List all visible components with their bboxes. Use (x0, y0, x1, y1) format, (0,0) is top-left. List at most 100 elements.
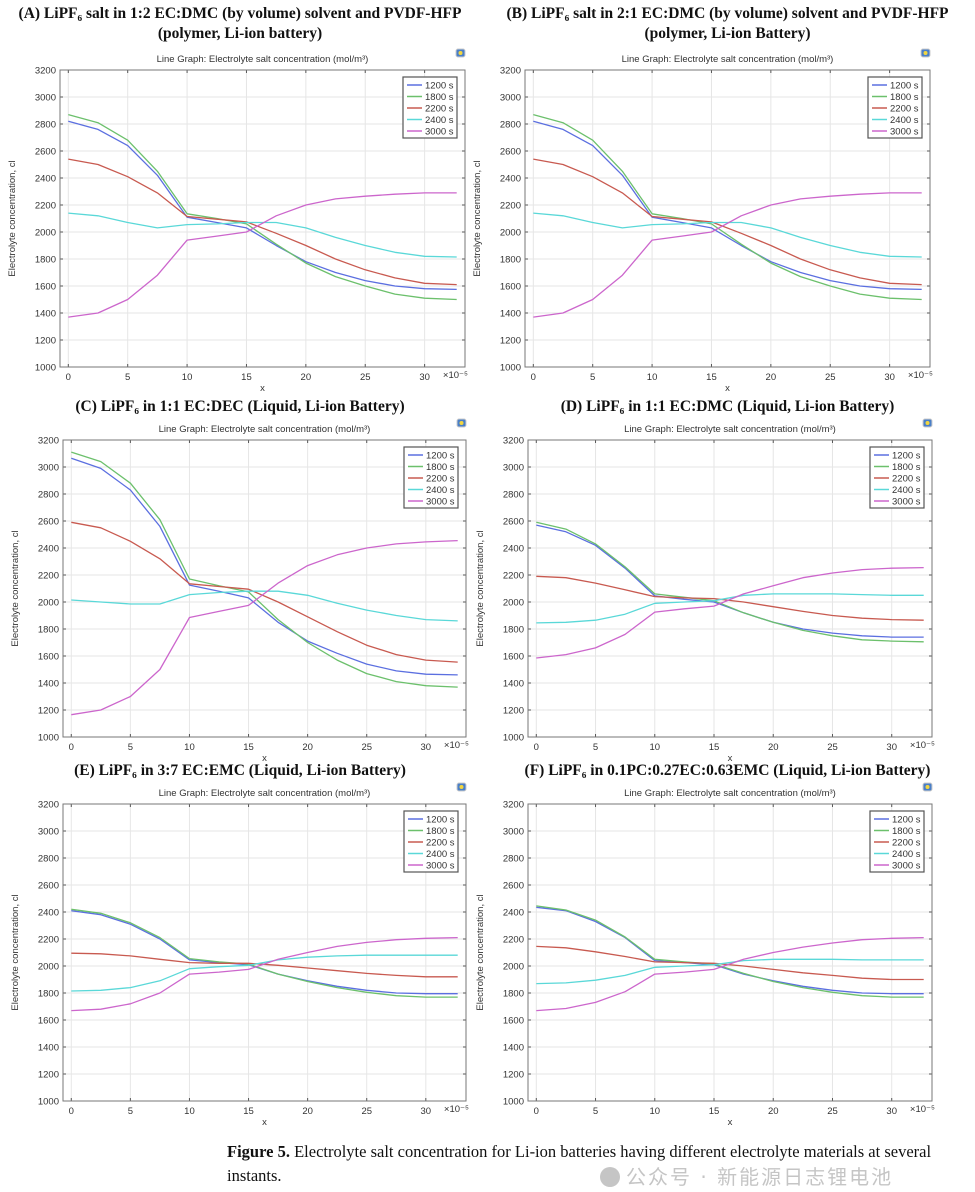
legend-entry: 1800 s (426, 826, 455, 837)
y-tick-label: 2200 (38, 571, 59, 582)
x-axis-label: x (260, 383, 265, 394)
y-axis-label: Electrolyte concentration, cl (10, 530, 21, 646)
legend-entry: 1200 s (892, 451, 921, 462)
y-tick-label: 1200 (35, 336, 56, 347)
y-tick-label: 1600 (38, 652, 59, 663)
y-tick-label: 2000 (503, 962, 524, 973)
y-tick-label: 2600 (35, 147, 56, 158)
y-tick-label: 2400 (503, 908, 524, 919)
series-line-1200s (536, 906, 924, 995)
y-tick-label: 2400 (38, 908, 59, 919)
series-line-1800s (536, 905, 924, 998)
x-tick-label: 15 (243, 742, 254, 753)
figure-caption: Figure 5. Electrolyte salt concentration… (227, 1140, 975, 1188)
x-tick-label: 5 (125, 372, 130, 383)
legend-entry: 3000 s (426, 497, 455, 508)
series-line-1800s (71, 451, 458, 688)
series-line-2400s (536, 593, 924, 624)
y-tick-label: 2200 (38, 935, 59, 946)
y-tick-label: 1600 (503, 652, 524, 663)
export-icon-dot (459, 421, 464, 425)
legend-entry: 2200 s (892, 474, 921, 485)
x-axis-label: x (728, 1117, 733, 1128)
y-tick-label: 2400 (35, 174, 56, 185)
y-tick-label: 2000 (35, 228, 56, 239)
series-line-2200s (71, 521, 458, 663)
x-tick-label: 5 (593, 1106, 598, 1117)
plot-frame (59, 69, 466, 368)
series-line-1800s (68, 113, 457, 301)
line-chart: 1000 1200 1400 1600 1800 2000 2200 2400 2600 2800… (10, 418, 469, 764)
y-tick-label: 1400 (38, 679, 59, 690)
x-tick-label: 10 (184, 742, 195, 753)
series-line-3000s (68, 192, 457, 318)
x-tick-label: 5 (128, 742, 133, 753)
wechat-icon (600, 1167, 620, 1187)
y-tick-label: 2600 (500, 147, 521, 158)
line-chart: 1000 1200 1400 1600 1800 2000 2200 2400 2600 2800… (475, 782, 935, 1128)
y-axis-label: Electrolyte concentration, cl (10, 894, 21, 1010)
y-tick-label: 2000 (38, 598, 59, 609)
y-tick-label: 2800 (500, 120, 521, 131)
y-tick-label: 1400 (503, 1043, 524, 1054)
x-tick-label: 20 (302, 1106, 313, 1117)
export-icon-dot (925, 785, 930, 789)
export-icon-dot (923, 51, 928, 55)
x-axis-label: x (262, 753, 267, 764)
y-tick-label: 1400 (35, 309, 56, 320)
y-tick-label: 3000 (503, 463, 524, 474)
x-tick-label: 10 (184, 1106, 195, 1117)
x-tick-label: 0 (69, 742, 74, 753)
y-tick-label: 1200 (503, 1070, 524, 1081)
series-line-2200s (533, 158, 922, 286)
y-tick-label: 2200 (500, 201, 521, 212)
legend-entry: 2400 s (890, 115, 919, 126)
y-tick-label: 2000 (38, 962, 59, 973)
x-tick-label: 0 (531, 372, 536, 383)
plot-title: Line Graph: Electrolyte salt concentrati… (622, 54, 834, 65)
legend-entry: 1800 s (425, 92, 454, 103)
line-chart: 1000 1200 1400 1600 1800 2000 2200 2400 2600 2800… (10, 782, 469, 1128)
x-tick-label: 0 (534, 742, 539, 753)
y-axis-label: Electrolyte concentration, cl (475, 894, 486, 1010)
legend-entry: 3000 s (892, 497, 921, 508)
export-icon-dot (459, 785, 464, 789)
legend-entry: 3000 s (890, 127, 919, 138)
y-tick-label: 3200 (38, 800, 59, 811)
y-axis-label: Electrolyte concentration, cl (7, 160, 18, 276)
x-tick-label: 30 (421, 1106, 432, 1117)
watermark: 公众号 · 新能源日志锂电池 (600, 1165, 893, 1189)
legend-entry: 2200 s (426, 838, 455, 849)
y-tick-label: 2000 (500, 228, 521, 239)
x-tick-label: 25 (827, 742, 838, 753)
y-tick-label: 1000 (38, 733, 59, 744)
plot-title: Line Graph: Electrolyte salt concentrati… (624, 424, 836, 435)
x-tick-label: 15 (709, 742, 720, 753)
x-axis-label: x (725, 383, 730, 394)
y-tick-label: 2800 (503, 854, 524, 865)
legend-entry: 1800 s (890, 92, 919, 103)
y-tick-label: 1600 (35, 282, 56, 293)
x-tick-label: 30 (419, 372, 430, 383)
series-line-3000s (536, 566, 924, 659)
y-tick-label: 2600 (503, 517, 524, 528)
legend-entry: 2400 s (892, 849, 921, 860)
series-line-2400s (71, 954, 458, 992)
x-tick-label: 0 (534, 1106, 539, 1117)
legend-entry: 1200 s (892, 815, 921, 826)
line-chart: 1000 1200 1400 1600 1800 2000 2200 2400 2600 2800… (475, 418, 935, 764)
legend-entry: 1800 s (892, 462, 921, 473)
legend-entry: 2200 s (892, 838, 921, 849)
y-tick-label: 3200 (35, 66, 56, 77)
series-line-3000s (71, 936, 458, 1012)
panel-title: (E) LiPF₆ in 3:7 EC:EMC (Liquid, Li-ion … (74, 762, 406, 779)
x-tick-label: 10 (649, 742, 660, 753)
series-line-2400s (533, 212, 922, 258)
x-tick-label: 30 (886, 742, 897, 753)
y-tick-label: 2400 (503, 544, 524, 555)
